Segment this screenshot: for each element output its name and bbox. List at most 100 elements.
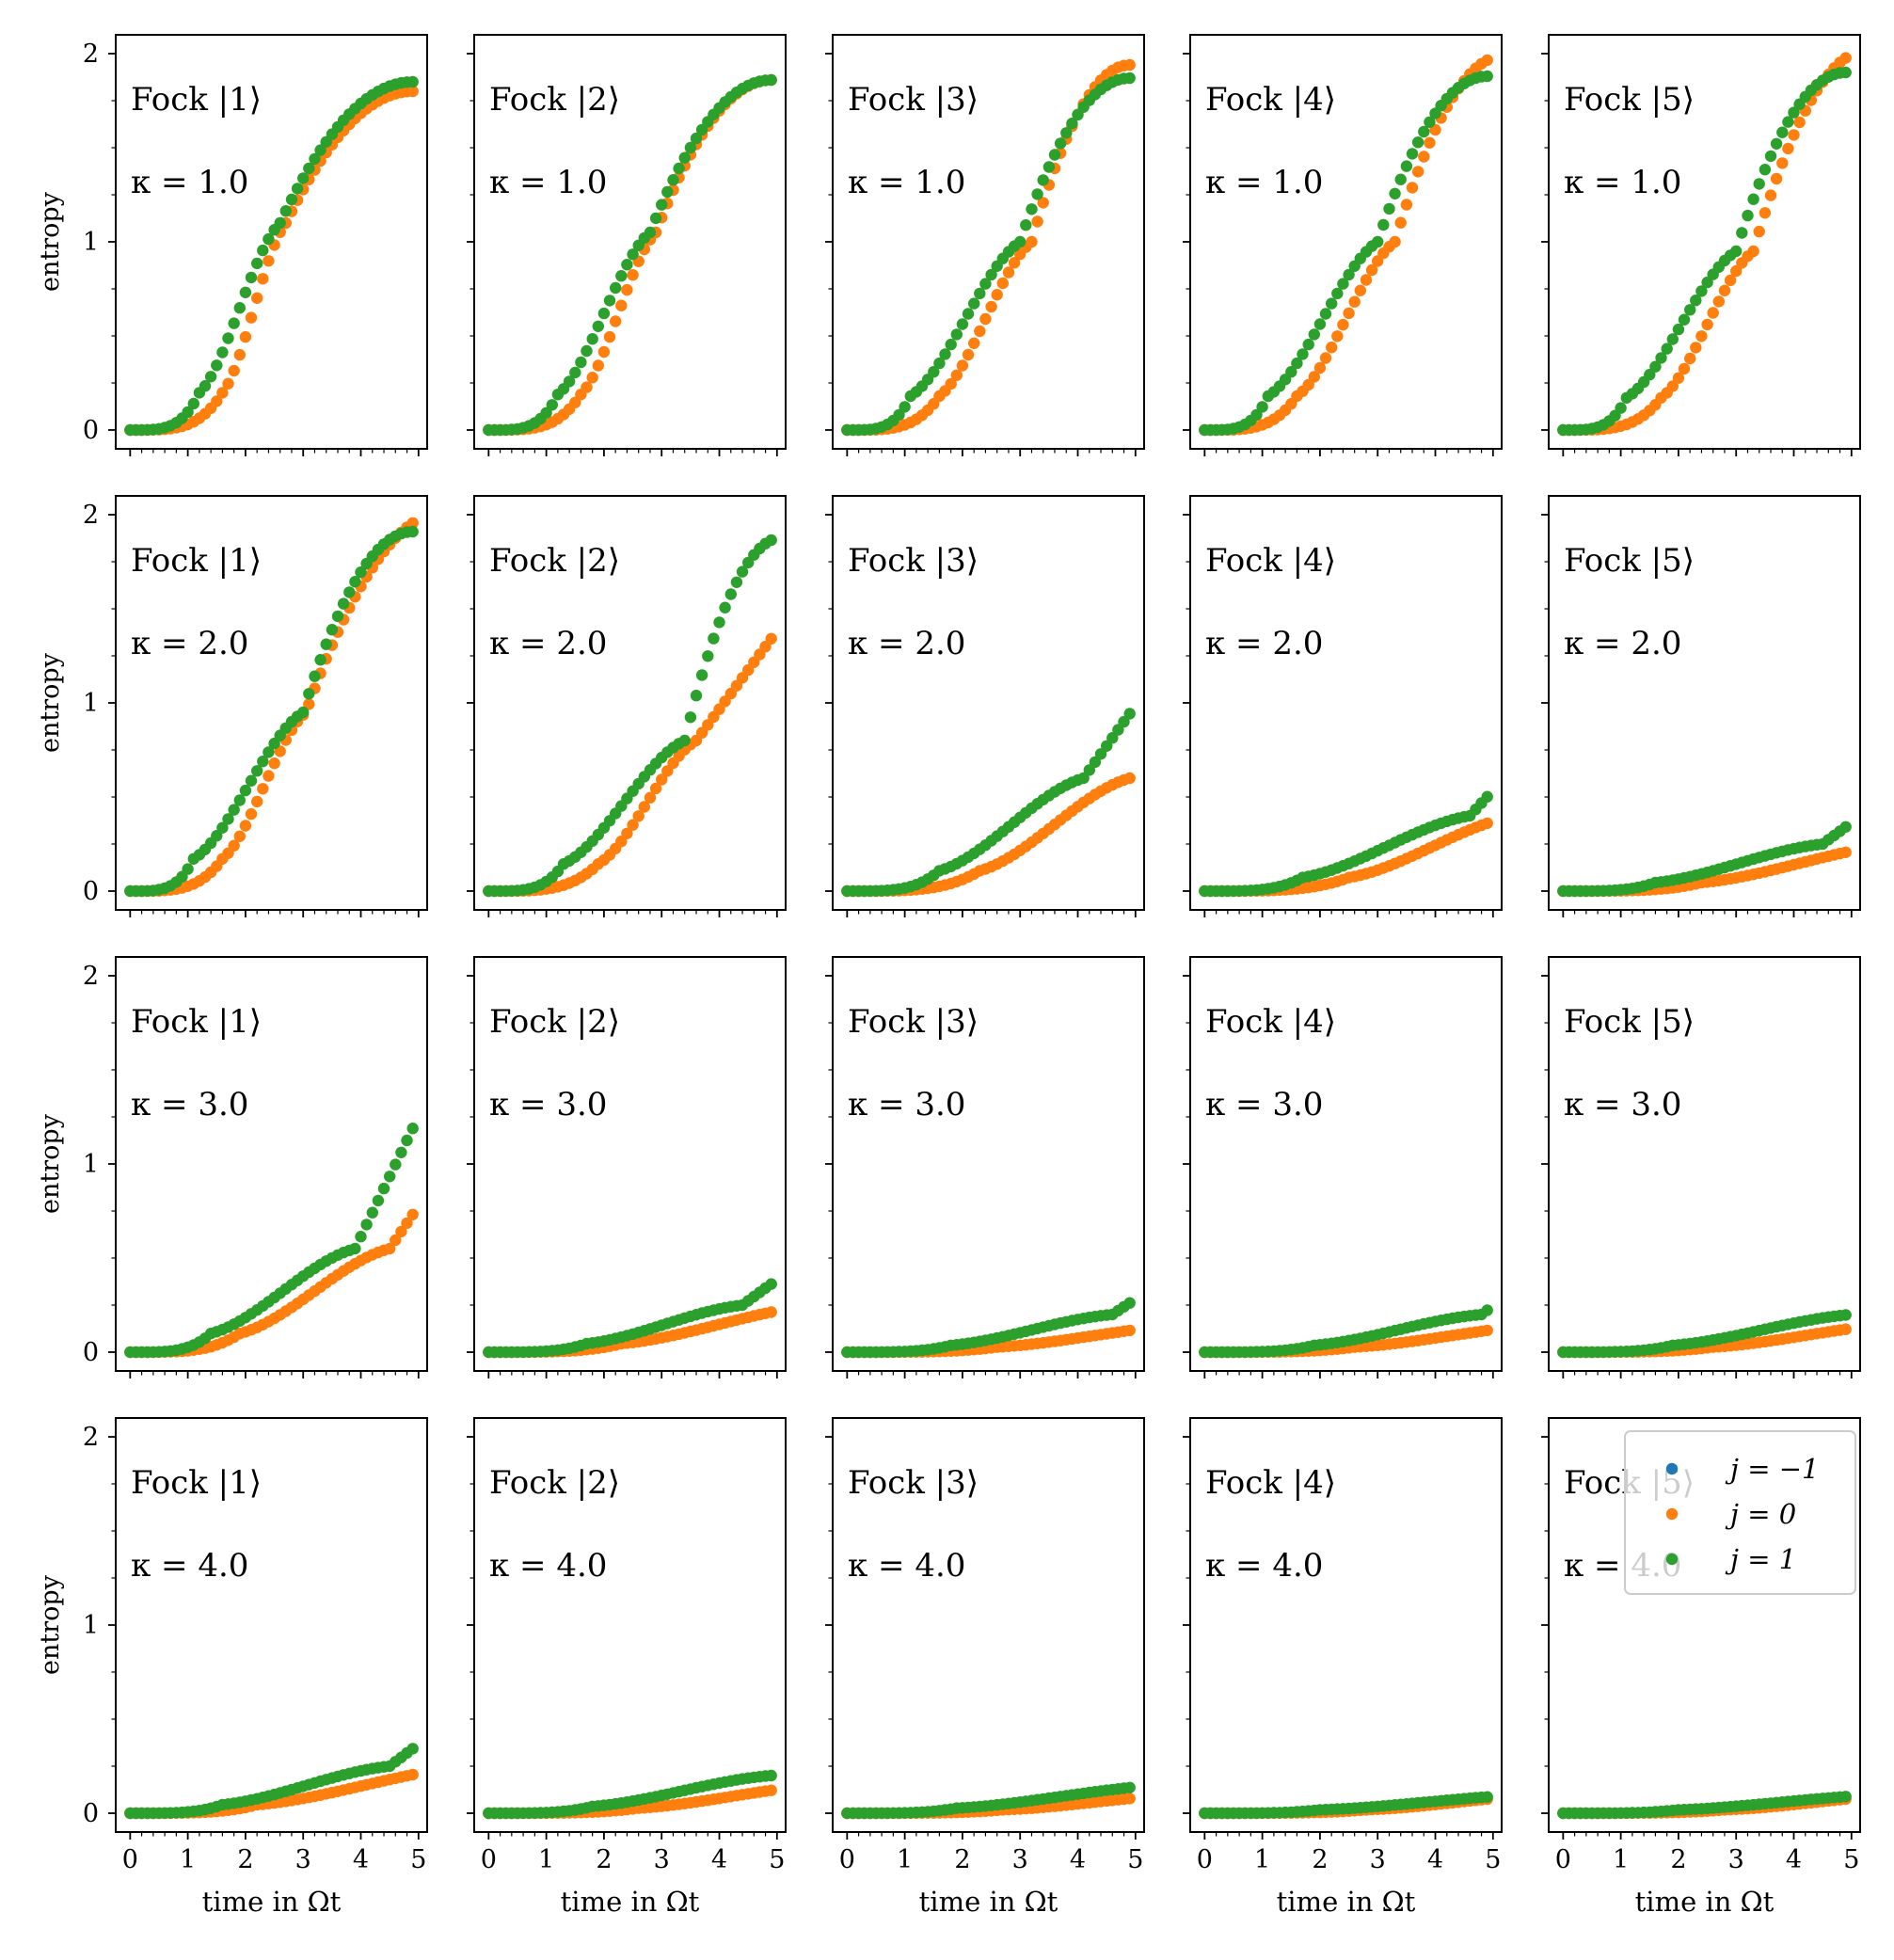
- data-point: [182, 406, 194, 419]
- panel-r2-c4: Fock |4⟩ κ = 2.0: [1183, 495, 1503, 917]
- data-point: [309, 670, 321, 682]
- x-tick-label: 1: [538, 1845, 554, 1874]
- data-point: [355, 1231, 367, 1243]
- data-point: [1776, 126, 1789, 138]
- fock-annotation: Fock |5⟩: [1564, 1003, 1695, 1041]
- data-point: [1788, 106, 1800, 119]
- data-point: [985, 268, 997, 281]
- data-point: [406, 1768, 419, 1781]
- data-point: [765, 73, 777, 87]
- data-point: [974, 325, 986, 338]
- data-point: [649, 212, 662, 225]
- data-point: [1764, 189, 1777, 201]
- panel-r3-c2: Fock |2⟩ κ = 3.0: [467, 956, 787, 1378]
- y-tick-label: 1: [83, 228, 99, 257]
- data-point: [1839, 1323, 1852, 1335]
- data-point: [1048, 149, 1061, 161]
- data-point: [384, 1171, 396, 1183]
- series-j1: [483, 534, 777, 898]
- data-point: [1308, 328, 1321, 341]
- y-tick-label: 1: [83, 689, 99, 718]
- data-point: [384, 1242, 396, 1255]
- panel-r2-c5: Fock |5⟩ κ = 2.0: [1541, 495, 1861, 917]
- data-point: [610, 315, 622, 327]
- data-point: [239, 286, 252, 298]
- data-point: [1724, 274, 1737, 287]
- data-point: [597, 307, 611, 320]
- data-point: [603, 330, 616, 343]
- data-point: [349, 1242, 361, 1255]
- data-point: [1770, 172, 1783, 185]
- data-point: [228, 317, 240, 329]
- data-point: [251, 292, 263, 304]
- y-tick-label: 2: [83, 1423, 99, 1452]
- data-point: [1077, 772, 1090, 785]
- data-point: [216, 346, 229, 359]
- data-point: [245, 807, 258, 821]
- data-point: [1666, 380, 1679, 392]
- fock-annotation: Fock |1⟩: [131, 1464, 262, 1502]
- data-point: [303, 688, 315, 700]
- data-point: [592, 320, 604, 332]
- data-point: [1788, 129, 1800, 141]
- data-point: [1684, 304, 1696, 316]
- data-point: [1672, 323, 1685, 336]
- x-tick-label: 2: [954, 1845, 970, 1874]
- data-point: [390, 1234, 402, 1247]
- data-point: [546, 399, 558, 411]
- data-point: [1394, 173, 1407, 185]
- data-point: [326, 624, 339, 636]
- y-tick-label: 0: [83, 1338, 99, 1367]
- data-point: [1672, 372, 1685, 384]
- data-point: [586, 333, 598, 345]
- y-tick-label: 2: [83, 962, 99, 991]
- panel-r3-c4: Fock |4⟩ κ = 3.0: [1183, 956, 1503, 1378]
- data-point: [724, 588, 737, 600]
- series-j1: [841, 708, 1136, 898]
- data-point: [291, 183, 304, 195]
- data-point: [406, 85, 419, 98]
- legend: j = −1 j = 0 j = 1: [1624, 1430, 1856, 1595]
- data-point: [765, 1769, 777, 1782]
- data-point: [1123, 58, 1136, 72]
- data-point: [1406, 182, 1419, 194]
- panel-r4-c3: 0 1 2 3 4 5 time in Ωt Fock |3⟩ κ = 4.0: [825, 1417, 1145, 1918]
- data-point: [1377, 218, 1390, 231]
- data-point: [406, 1208, 419, 1221]
- kappa-annotation: κ = 2.0: [1564, 625, 1681, 662]
- legend-label: j = 1: [1725, 1543, 1796, 1575]
- series-j1: [483, 1769, 777, 1820]
- data-point: [366, 1206, 378, 1219]
- data-point: [1037, 174, 1049, 186]
- fock-annotation: Fock |3⟩: [848, 1003, 979, 1041]
- kappa-annotation: κ = 1.0: [1205, 164, 1323, 201]
- data-point: [945, 377, 957, 390]
- data-point: [372, 1194, 385, 1207]
- data-point: [1839, 846, 1852, 858]
- data-point: [1753, 225, 1765, 238]
- data-point: [996, 277, 1010, 290]
- legend-box: [1624, 1430, 1856, 1595]
- kappa-annotation: κ = 2.0: [848, 625, 965, 662]
- data-point: [239, 330, 252, 343]
- data-point: [569, 366, 581, 379]
- data-point: [257, 244, 269, 257]
- data-point: [1839, 1309, 1852, 1321]
- data-point: [204, 371, 217, 383]
- data-point: [245, 271, 258, 284]
- data-point: [656, 773, 668, 786]
- data-point: [627, 248, 639, 261]
- data-point: [563, 375, 576, 388]
- data-point: [627, 819, 639, 831]
- data-point: [1297, 348, 1309, 360]
- data-point: [182, 863, 194, 875]
- kappa-annotation: κ = 4.0: [1205, 1547, 1323, 1585]
- data-point: [320, 638, 332, 650]
- fock-annotation: Fock |4⟩: [1205, 1003, 1336, 1041]
- data-point: [968, 337, 980, 349]
- data-point: [1337, 278, 1349, 290]
- data-point: [1337, 318, 1349, 331]
- data-point: [199, 380, 212, 392]
- data-point: [1747, 193, 1759, 205]
